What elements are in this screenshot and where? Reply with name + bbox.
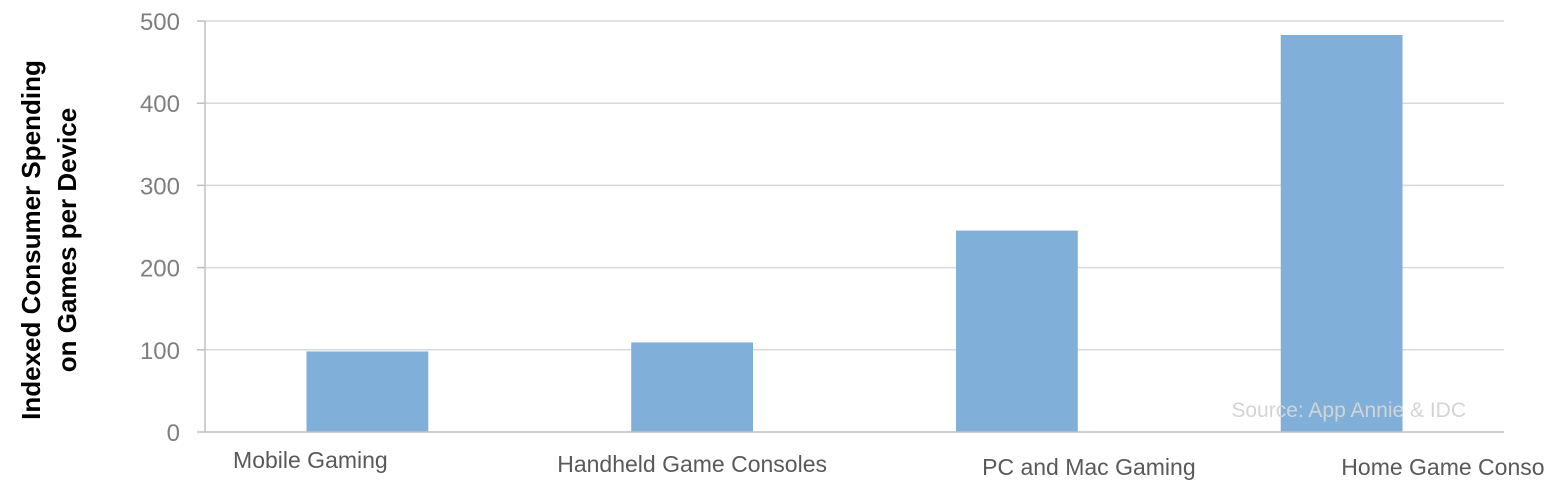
bar-mobile-gaming <box>306 351 429 432</box>
y-tick-label: 400 <box>140 91 180 118</box>
x-category-label: PC and Mac Gaming <box>982 454 1195 480</box>
bar-home-game-consoles <box>1280 34 1403 432</box>
y-axis-label-line-1: Indexed Consumer Spending <box>16 60 46 420</box>
y-tick-label: 0 <box>167 420 180 447</box>
labels: Indexed Consumer Spending on Games per D… <box>16 9 1544 480</box>
x-category-label: Mobile Gaming <box>233 447 388 473</box>
x-category-label: Home Game Consoles <box>1341 454 1544 480</box>
bars <box>306 34 1403 432</box>
source-annotation: Source: App Annie & IDC <box>1231 399 1466 422</box>
x-category-label: Handheld Game Consoles <box>557 451 827 477</box>
bar-handheld-game-consoles <box>631 342 754 432</box>
y-tick-label: 100 <box>140 338 180 365</box>
axes <box>197 20 1504 433</box>
y-tick-label: 200 <box>140 256 180 283</box>
y-tick-label: 300 <box>140 173 180 200</box>
y-tick-label: 500 <box>140 9 180 36</box>
y-axis-label-line-2: on Games per Device <box>52 108 82 372</box>
bar-pc-and-mac-gaming <box>955 230 1078 432</box>
